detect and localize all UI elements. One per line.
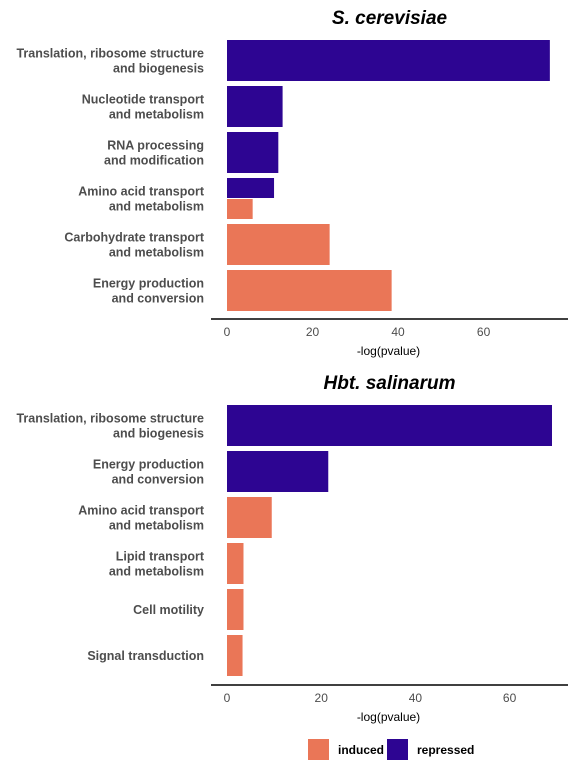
legend-swatch-repressed [387, 739, 408, 760]
category-label: Cell motility [133, 603, 204, 617]
legend-swatch-induced [308, 739, 329, 760]
bar-repressed [227, 86, 283, 127]
x-tick-label: 20 [315, 691, 329, 705]
category-label: Translation, ribosome structure and bioge… [16, 47, 204, 76]
category-label: Nucleotide transport and metabolism [82, 93, 205, 122]
category-label: Energy production and conversion [93, 277, 204, 306]
x-tick-label: 0 [224, 325, 231, 339]
bar-repressed [227, 405, 552, 446]
x-axis-label: -log(pvalue) [357, 710, 420, 724]
category-label: RNA processing and modification [104, 139, 204, 168]
legend-label-repressed: repressed [417, 743, 474, 757]
category-label: Amino acid transport and metabolism [78, 185, 205, 214]
bar-induced [227, 199, 253, 219]
category-label: Translation, ribosome structure and bioge… [16, 412, 204, 441]
bar-induced [227, 497, 272, 538]
bar-induced [227, 543, 243, 584]
chart-title: Hbt. salinarum [324, 373, 456, 394]
x-tick-label: 40 [409, 691, 423, 705]
x-tick-label: 60 [503, 691, 517, 705]
x-tick-label: 40 [391, 325, 405, 339]
x-axis-label: -log(pvalue) [357, 344, 420, 358]
bar-induced [227, 589, 243, 630]
x-tick-label: 60 [477, 325, 491, 339]
category-label: Lipid transport and metabolism [109, 550, 205, 579]
chart-title: S. cerevisiae [332, 8, 448, 29]
bar-induced [227, 224, 330, 265]
category-label: Signal transduction [87, 649, 204, 663]
bar-induced [227, 635, 243, 676]
x-tick-label: 20 [306, 325, 320, 339]
x-tick-label: 0 [224, 691, 231, 705]
bar-repressed [227, 40, 550, 81]
bar-repressed [227, 132, 278, 173]
bar-repressed [227, 451, 328, 492]
category-label: Carbohydrate transport and metabolism [64, 231, 204, 260]
category-label: Energy production and conversion [93, 458, 204, 487]
bar-induced [227, 270, 392, 311]
category-label: Amino acid transport and metabolism [78, 504, 205, 533]
legend-label-induced: induced [338, 743, 384, 757]
bar-repressed [227, 178, 274, 198]
